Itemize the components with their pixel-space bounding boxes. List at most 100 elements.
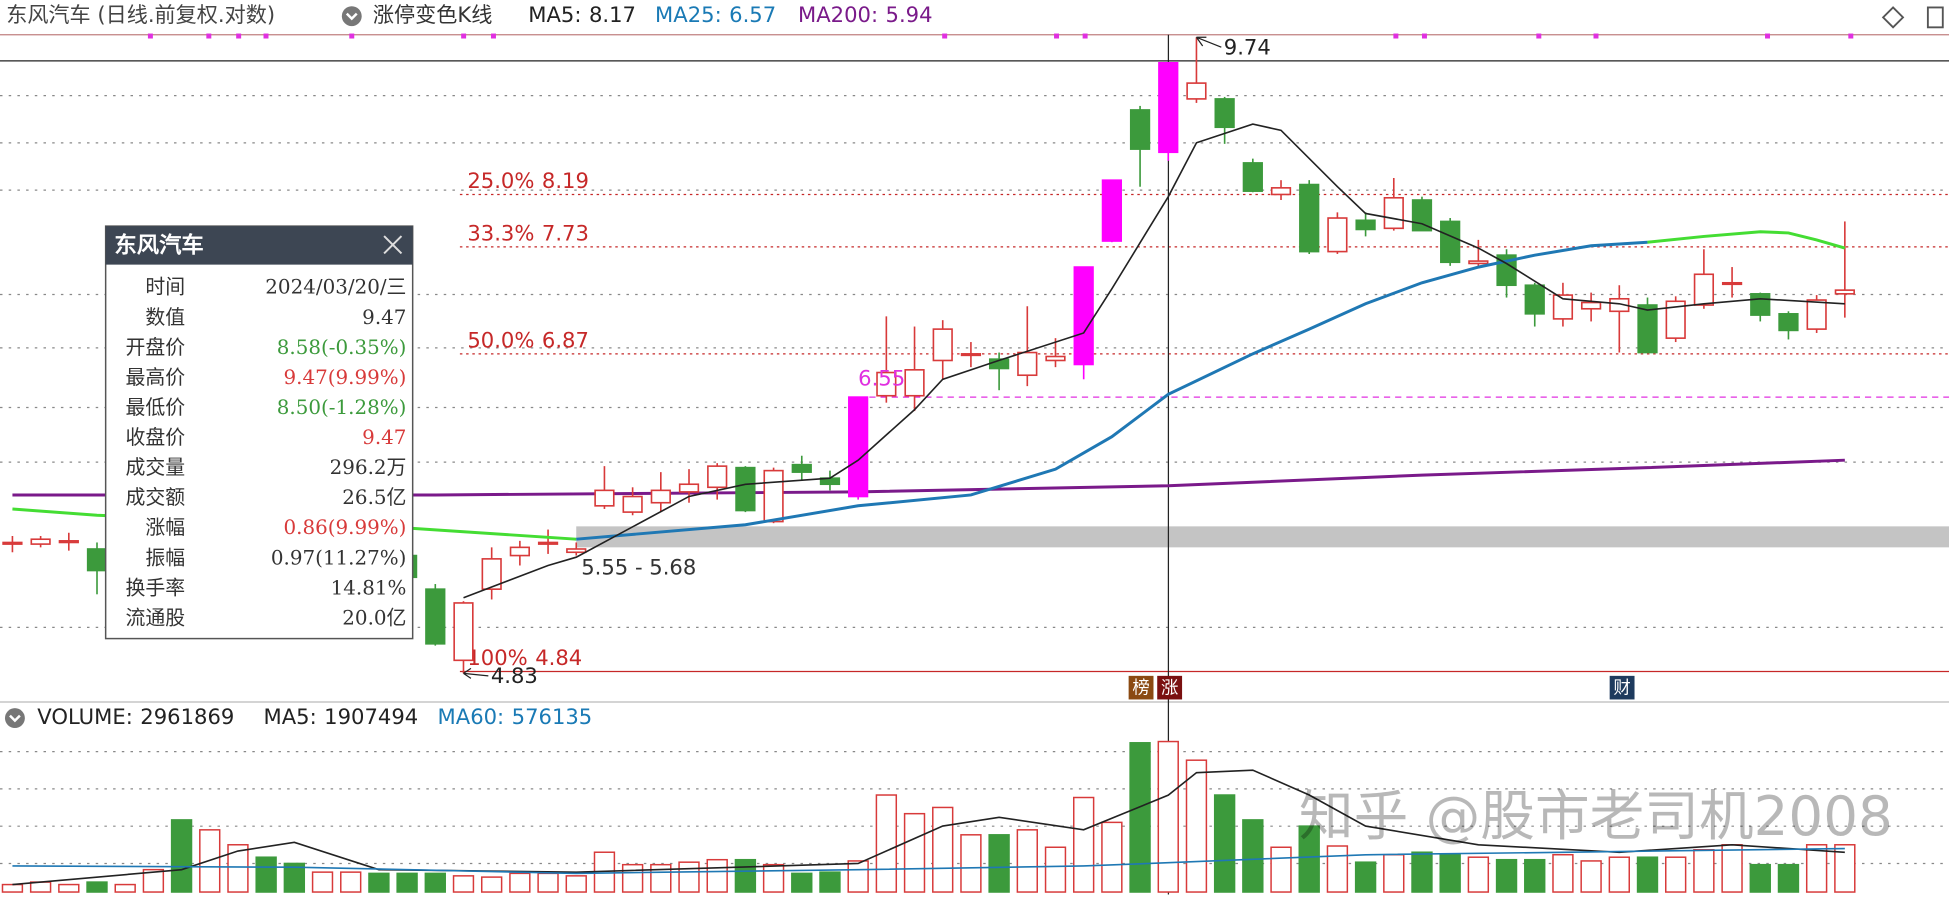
volume-bar (368, 872, 390, 893)
volume-bar (621, 863, 644, 893)
volume-bar (1016, 829, 1038, 893)
candle-body (1101, 179, 1123, 242)
candle-body (30, 538, 51, 545)
candle-body (1129, 109, 1151, 150)
dot (1393, 33, 1399, 39)
volume-bar (424, 872, 446, 893)
tooltip-value: 9.47 (362, 426, 406, 449)
dot (942, 33, 948, 39)
volume-bar (1072, 796, 1095, 893)
dropdown-chevron (345, 12, 358, 21)
fib-price: 7.73 (542, 220, 589, 245)
volume-bar (1, 883, 24, 893)
tooltip-value: 20.0亿 (342, 606, 406, 629)
volume-bar (678, 861, 700, 893)
volume-legend: MA60: 576135 (438, 704, 593, 729)
volume-bar (1326, 845, 1349, 893)
tooltip-close[interactable] (383, 235, 403, 255)
tooltip-value: 296.2万 (330, 456, 407, 479)
dropdown-icon[interactable] (341, 6, 362, 27)
fib-percent: 50.0% (467, 327, 534, 352)
candle-body (1693, 273, 1715, 306)
volume-bar (1354, 861, 1377, 893)
panel-icon[interactable] (1926, 6, 1944, 29)
volume-legend: MA5: 1907494 (264, 704, 419, 729)
badge (1128, 675, 1154, 700)
volume-bar (734, 858, 757, 893)
badge (1157, 675, 1183, 700)
volume-dropdown-icon[interactable] (4, 708, 25, 729)
ma-line (463, 123, 1845, 599)
volume-bar (1129, 742, 1151, 893)
volume-bar (1749, 863, 1771, 893)
volume-bar (847, 860, 869, 893)
candle-body (1524, 284, 1545, 315)
tooltip-label: 成交量 (126, 456, 186, 479)
tooltip-value: 8.58(-0.35%) (277, 336, 407, 359)
volume-bar (1608, 856, 1631, 893)
volume-bar (170, 819, 193, 893)
volume-bar (452, 875, 475, 893)
candle-body (876, 371, 897, 397)
dot (1082, 33, 1088, 39)
dot (461, 33, 467, 39)
volume-bar (1044, 846, 1067, 893)
volume-bar (791, 872, 813, 893)
candle-body (622, 495, 643, 513)
candle-body (1580, 301, 1602, 310)
candle-body (1721, 281, 1743, 286)
candle-body (594, 489, 615, 507)
dot (1054, 33, 1060, 39)
ma-line (576, 240, 1648, 541)
candle-body (509, 546, 530, 557)
volume-ma-line (12, 769, 1845, 886)
dot (349, 33, 355, 39)
candle-body (1270, 187, 1292, 196)
volume-bar (1411, 851, 1433, 893)
badge (1609, 675, 1635, 700)
volume-bar (1439, 853, 1461, 893)
candle-body (2, 541, 23, 545)
tooltip-box (104, 225, 414, 640)
tooltip-label: 数值 (145, 306, 185, 329)
low-arrow (463, 667, 489, 679)
volume-bar (86, 881, 108, 893)
badge-text: 榜 (1132, 678, 1149, 698)
fib-percent: 100% (467, 645, 527, 670)
tooltip-value: 2024/03/20/三 (265, 276, 406, 299)
volume-bar (509, 872, 531, 893)
volume-bar (1495, 858, 1518, 893)
dot (206, 33, 212, 39)
candle-body (1186, 82, 1207, 100)
candle-body (1242, 162, 1263, 192)
ma-value: 8.17 (589, 2, 636, 27)
toggle-icon[interactable] (1881, 6, 1905, 29)
fib-label: 100% 4.84 (467, 645, 582, 670)
tooltip-value: 8.50(-1.28%) (277, 396, 407, 419)
support-zone (576, 526, 1949, 548)
volume-bar (1467, 856, 1490, 893)
candle-body (1299, 183, 1320, 253)
volume-bar (396, 872, 418, 893)
volume-bar (114, 883, 136, 893)
volume-legend-label: MA5: (264, 704, 317, 729)
volume-bar (565, 875, 587, 893)
candle-body (566, 548, 587, 554)
candle-body (932, 328, 953, 362)
tooltip-label: 开盘价 (126, 336, 186, 359)
volume-bar (875, 794, 898, 893)
ma-label: MA25: (655, 2, 722, 27)
fib-label: 33.3% 7.73 (467, 220, 589, 245)
volume-bar (1157, 740, 1179, 893)
badge-text: 财 (1613, 678, 1630, 698)
volume-legend-value: 1907494 (324, 704, 418, 729)
ma-value: 6.57 (729, 2, 776, 27)
volume-bar (960, 834, 982, 893)
dot (490, 33, 496, 39)
dot (1593, 33, 1599, 39)
tooltip-label: 换手率 (126, 576, 186, 599)
volume-bar (1636, 856, 1659, 893)
